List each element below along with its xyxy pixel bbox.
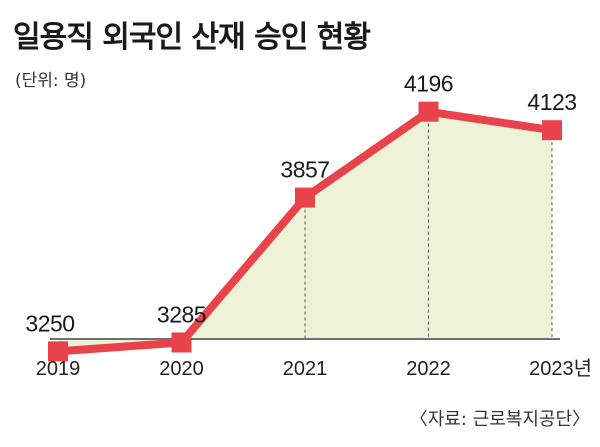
data-labels-layer: 3250 3285 3857 4196 4123 [25,71,577,337]
chart-title: 일용직 외국인 산재 승인 현황 [13,20,371,55]
data-point-2023년 [542,120,562,141]
area-layer [58,111,552,352]
x-tick-2022: 2022 [406,358,451,380]
data-label-2019: 3250 [25,310,74,336]
x-ticks-layer: 2019 2020 2021 2022 2023년 [36,357,592,380]
data-point-2019 [48,341,68,362]
data-label-2023년: 4123 [527,89,576,115]
data-label-2021: 3857 [280,157,329,183]
data-point-2022 [418,101,439,122]
unit-label: (단위: 명) [15,71,87,91]
data-label-2020: 3285 [157,301,206,327]
data-point-2020 [171,332,192,353]
x-tick-2020: 2020 [159,358,204,380]
data-label-2022: 4196 [404,71,453,97]
x-tick-2019: 2019 [36,358,81,380]
x-tick-2021: 2021 [283,358,328,380]
markers-layer [48,101,562,362]
area-fill [58,111,552,352]
source-note: 〈자료: 근로복지공단〉 [409,409,590,430]
x-tick-2023년: 2023년 [529,357,592,380]
data-point-2021 [295,187,315,208]
